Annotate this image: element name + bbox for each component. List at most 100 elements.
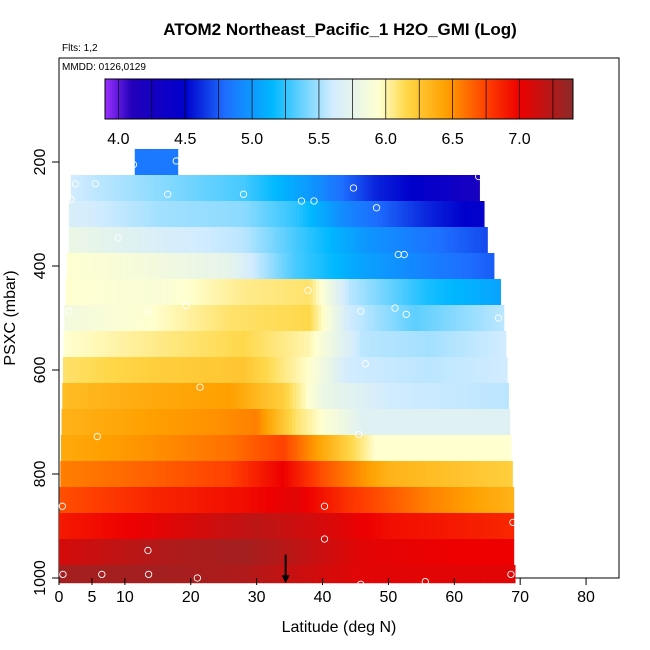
curtain-cell: [72, 383, 77, 409]
curtain-cell: [315, 565, 320, 584]
curtain-cell: [60, 435, 65, 461]
curtain-cell: [169, 435, 174, 461]
curtain-cell: [444, 227, 449, 253]
curtain-cell: [482, 305, 487, 331]
curtain-cell: [383, 331, 388, 357]
curtain-cell: [362, 383, 366, 409]
curtain-cell: [383, 175, 388, 201]
curtain-cell: [472, 253, 476, 279]
curtain-cell: [77, 435, 82, 461]
curtain-cell: [329, 201, 334, 227]
curtain-cell: [404, 227, 409, 253]
curtain-cell: [273, 487, 278, 513]
curtain-cell: [115, 565, 119, 584]
curtain-cell: [313, 357, 318, 383]
curtain-cell: [495, 435, 500, 461]
curtain-cell: [101, 565, 106, 584]
curtain-cell: [411, 227, 416, 253]
curtain-cell: [458, 487, 463, 513]
curtain-cell: [306, 565, 310, 584]
curtain-cell: [427, 409, 432, 435]
curtain-cell: [78, 227, 83, 253]
curtain-cell: [393, 331, 397, 357]
curtain-cell: [154, 565, 159, 584]
curtain-cell: [207, 201, 212, 227]
curtain-cell: [296, 383, 301, 409]
curtain-cell: [447, 539, 452, 565]
curtain-cell: [227, 201, 231, 227]
curtain-cell: [437, 539, 442, 565]
curtain-cell: [442, 331, 447, 357]
curtain-cell: [437, 565, 442, 584]
curtain-cell: [298, 175, 303, 201]
curtain-cell: [406, 175, 411, 201]
curtain-cell: [403, 435, 408, 461]
curtain-cell: [124, 383, 129, 409]
curtain-cell: [149, 435, 154, 461]
curtain-cell: [342, 539, 347, 565]
curtain-cell: [202, 175, 207, 201]
curtain-cell: [506, 409, 511, 435]
curtain-cell: [371, 279, 376, 305]
curtain-cell: [65, 383, 70, 409]
curtain-cell: [362, 227, 366, 253]
curtain-cell: [149, 461, 154, 487]
curtain-cell: [328, 409, 333, 435]
curtain-cell: [227, 513, 231, 539]
curtain-cell: [266, 383, 271, 409]
sample-point: [349, 184, 358, 192]
curtain-cell: [136, 435, 141, 461]
curtain-cell: [105, 539, 110, 565]
curtain-cell: [149, 253, 154, 279]
curtain-cell: [151, 565, 156, 584]
curtain-cell: [335, 513, 340, 539]
curtain-cell: [111, 539, 116, 565]
curtain-cell: [90, 175, 95, 201]
curtain-cell: [400, 175, 405, 201]
curtain-cell: [217, 487, 222, 513]
curtain-cell: [500, 383, 505, 409]
curtain-cell: [72, 539, 77, 565]
curtain-cell: [90, 305, 95, 331]
curtain-cell: [187, 227, 192, 253]
sample-point: [144, 546, 152, 555]
curtain-cell: [421, 565, 426, 584]
curtain-cell: [180, 383, 185, 409]
curtain-cell: [373, 253, 378, 279]
curtain-cell: [387, 305, 391, 331]
curtain-cell: [91, 513, 96, 539]
curtain-cell: [386, 331, 391, 357]
curtain-cell: [431, 279, 436, 305]
curtain-cell: [96, 461, 101, 487]
curtain-cell: [416, 435, 421, 461]
sample-points: [58, 157, 517, 588]
curtain-cell: [80, 305, 85, 331]
curtain-cell: [181, 357, 186, 383]
curtain-cell: [184, 201, 189, 227]
curtain-cell: [184, 227, 189, 253]
curtain-cell: [258, 435, 263, 461]
curtain-cell: [252, 305, 256, 331]
curtain-cell: [131, 227, 136, 253]
curtain-cell: [470, 409, 474, 435]
curtain-cell: [427, 383, 432, 409]
curtain-cell: [304, 461, 308, 487]
curtain-cell: [317, 175, 322, 201]
curtain-cell: [64, 305, 69, 331]
curtain-cell: [321, 305, 326, 331]
curtain-cell: [487, 513, 492, 539]
curtain-cell: [122, 487, 127, 513]
curtain-cell: [97, 409, 102, 435]
curtain-cell: [231, 461, 236, 487]
curtain-cell: [383, 253, 388, 279]
curtain-cell: [306, 487, 311, 513]
curtain-cell: [389, 461, 394, 487]
curtain-cell: [318, 409, 323, 435]
curtain-cell: [404, 201, 409, 227]
curtain-cell: [190, 409, 194, 435]
curtain-cell: [259, 383, 264, 409]
curtain-cell: [124, 565, 129, 584]
curtain-cell: [220, 383, 225, 409]
curtain-cell: [480, 565, 485, 584]
curtain-cell: [70, 253, 75, 279]
